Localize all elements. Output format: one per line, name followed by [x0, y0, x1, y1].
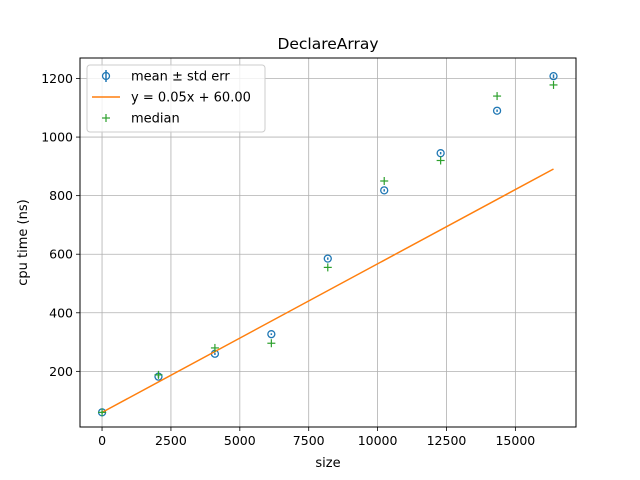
legend-swatch-median [102, 114, 110, 122]
y-tick-label: 800 [49, 188, 73, 203]
median-point [436, 156, 445, 165]
ticks: 0 2500 5000 7500 10000 12500 15000 200 400 600 800… [41, 71, 535, 448]
plot-frame [79, 57, 577, 428]
median-point [154, 370, 163, 379]
legend-label-mean: mean ± std err [131, 70, 230, 85]
median-point [493, 92, 502, 101]
y-tick-label: 400 [49, 305, 73, 320]
x-tick-label: 12500 [427, 433, 467, 448]
y-tick-label: 1200 [41, 71, 73, 86]
fit-line [101, 168, 554, 414]
mean-point [492, 106, 502, 115]
median-point [549, 80, 558, 89]
y-tick-label: 200 [49, 364, 73, 379]
x-tick-label: 0 [98, 433, 106, 448]
x-tick-label: 10000 [358, 433, 398, 448]
legend-label-median: median [131, 112, 180, 127]
x-axis-title: size [315, 456, 340, 471]
y-tick-label: 600 [49, 247, 73, 262]
legend-label-fit: y = 0.05x + 60.00 [131, 91, 251, 106]
x-tick-label: 7500 [293, 433, 325, 448]
x-tick-label: 2500 [155, 433, 187, 448]
legend: mean ± std err y = 0.05x + 60.00 median [86, 64, 266, 133]
x-tick-label: 15000 [495, 433, 535, 448]
median-point [380, 177, 389, 185]
median-point [98, 408, 107, 417]
y-tick-label: 1000 [41, 130, 73, 145]
chart-title: DeclareArray [277, 35, 378, 53]
legend-swatch-mean [101, 70, 111, 82]
legend-box [86, 64, 266, 133]
series-layer [97, 72, 558, 417]
mean-point [267, 330, 276, 339]
x-tick-label: 5000 [224, 433, 256, 448]
mean-point [380, 186, 389, 195]
median-point [323, 263, 332, 272]
mean-point [549, 72, 558, 81]
y-axis-title: cpu time (ns) [16, 199, 31, 285]
mean-point [323, 254, 332, 263]
median-point [210, 343, 219, 352]
median-point [267, 339, 276, 348]
